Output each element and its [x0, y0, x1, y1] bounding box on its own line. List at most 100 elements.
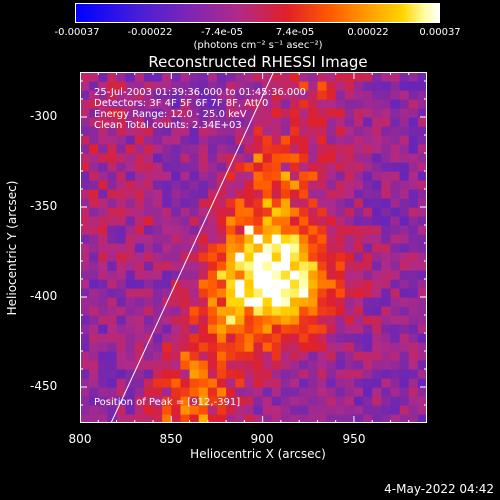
heatmap-cell	[372, 369, 382, 379]
heatmap-cell	[353, 405, 364, 415]
heatmap-cell	[162, 387, 172, 397]
heatmap-cell	[198, 297, 209, 307]
heatmap-cell	[408, 117, 419, 127]
heatmap-cell	[107, 117, 118, 127]
heatmap-cell	[308, 189, 319, 199]
heatmap-cell	[143, 207, 154, 217]
heatmap-cell	[299, 405, 309, 415]
heatmap-cell	[317, 117, 328, 127]
heatmap-cell	[244, 171, 255, 181]
heatmap-cell	[344, 126, 355, 136]
heatmap-cell	[98, 135, 108, 145]
heatmap-cell	[207, 333, 218, 343]
heatmap-cell	[253, 396, 264, 406]
heatmap-cell	[80, 261, 90, 271]
heatmap-cell	[198, 261, 209, 271]
heatmap-cell	[80, 288, 90, 298]
heatmap-cell	[226, 369, 236, 379]
heatmap-cell	[244, 396, 255, 406]
heatmap-cell	[116, 405, 127, 415]
heatmap-cell	[153, 162, 163, 172]
heatmap-cell	[98, 342, 108, 352]
heatmap-cell	[125, 180, 136, 190]
heatmap-cell	[326, 126, 337, 136]
heatmap-cell	[372, 225, 382, 235]
heatmap-cell	[299, 207, 309, 217]
heatmap-cell	[116, 378, 127, 388]
heatmap-cell	[299, 351, 309, 361]
heatmap-cell	[363, 243, 373, 253]
heatmap-cell	[353, 234, 364, 244]
heatmap-cell	[308, 279, 319, 289]
heatmap-cell	[299, 378, 309, 388]
heatmap-cell	[372, 180, 382, 190]
heatmap-cell	[207, 144, 218, 154]
heatmap-cell	[125, 396, 136, 406]
heatmap-cell	[198, 162, 209, 172]
heatmap-cell	[244, 189, 255, 199]
heatmap-cell	[216, 171, 227, 181]
heatmap-cell	[180, 135, 191, 145]
heatmap-cell	[98, 270, 108, 280]
heatmap-cell	[244, 90, 255, 100]
heatmap-cell	[408, 153, 419, 163]
energy-range-annotation: Energy Range: 12.0 - 25.0 keV	[94, 109, 247, 120]
heatmap-cell	[216, 342, 227, 352]
heatmap-cell	[271, 207, 282, 217]
heatmap-cell	[372, 351, 382, 361]
heatmap-cell	[344, 252, 355, 262]
heatmap-cell	[399, 99, 410, 109]
heatmap-cell	[308, 108, 319, 118]
heatmap-cell	[89, 234, 99, 244]
heatmap-cell	[381, 180, 392, 190]
heatmap-cell	[326, 72, 337, 82]
heatmap-cell	[417, 171, 427, 181]
heatmap-cell	[189, 378, 200, 388]
heatmap-cell	[326, 306, 337, 316]
heatmap-cell	[116, 135, 127, 145]
heatmap-cell	[162, 171, 172, 181]
heatmap-cell	[80, 81, 90, 91]
x-tick-label: 850	[159, 432, 183, 446]
heatmap-cell	[372, 81, 382, 91]
heatmap-cell	[244, 81, 255, 91]
heatmap-cell	[89, 189, 99, 199]
heatmap-cell	[363, 189, 373, 199]
heatmap-cell	[244, 270, 255, 280]
heatmap-cell	[335, 288, 346, 298]
heatmap-cell	[344, 72, 355, 82]
heatmap-cell	[125, 108, 136, 118]
heatmap-cell	[390, 126, 401, 136]
heatmap-cell	[207, 153, 218, 163]
heatmap-cell	[189, 180, 200, 190]
heatmap-cell	[317, 225, 328, 235]
heatmap-cell	[216, 369, 227, 379]
heatmap-cell	[162, 153, 172, 163]
heatmap-cell	[125, 351, 136, 361]
heatmap-cell	[299, 396, 309, 406]
heatmap-cell	[299, 180, 309, 190]
heatmap-cell	[417, 351, 427, 361]
heatmap-cell	[235, 252, 245, 262]
heatmap-cell	[408, 315, 419, 325]
heatmap-cell	[116, 369, 127, 379]
heatmap-cell	[344, 270, 355, 280]
heatmap-cell	[134, 225, 145, 235]
heatmap-cell	[290, 288, 300, 298]
heatmap-cell	[290, 243, 300, 253]
heatmap-cell	[80, 153, 90, 163]
heatmap-cell	[344, 306, 355, 316]
heatmap-cell	[80, 351, 90, 361]
heatmap-cell	[363, 261, 373, 271]
heatmap-cell	[381, 234, 392, 244]
colorbar-tick-label: 0.00037	[419, 27, 461, 38]
heatmap-cell	[125, 126, 136, 136]
heatmap-cell	[162, 315, 172, 325]
heatmap-cell	[180, 405, 191, 415]
heatmap-cell	[125, 234, 136, 244]
heatmap-cell	[180, 288, 191, 298]
heatmap-cell	[290, 396, 300, 406]
heatmap-cell	[216, 297, 227, 307]
heatmap-cell	[262, 252, 273, 262]
heatmap-cell	[98, 396, 108, 406]
